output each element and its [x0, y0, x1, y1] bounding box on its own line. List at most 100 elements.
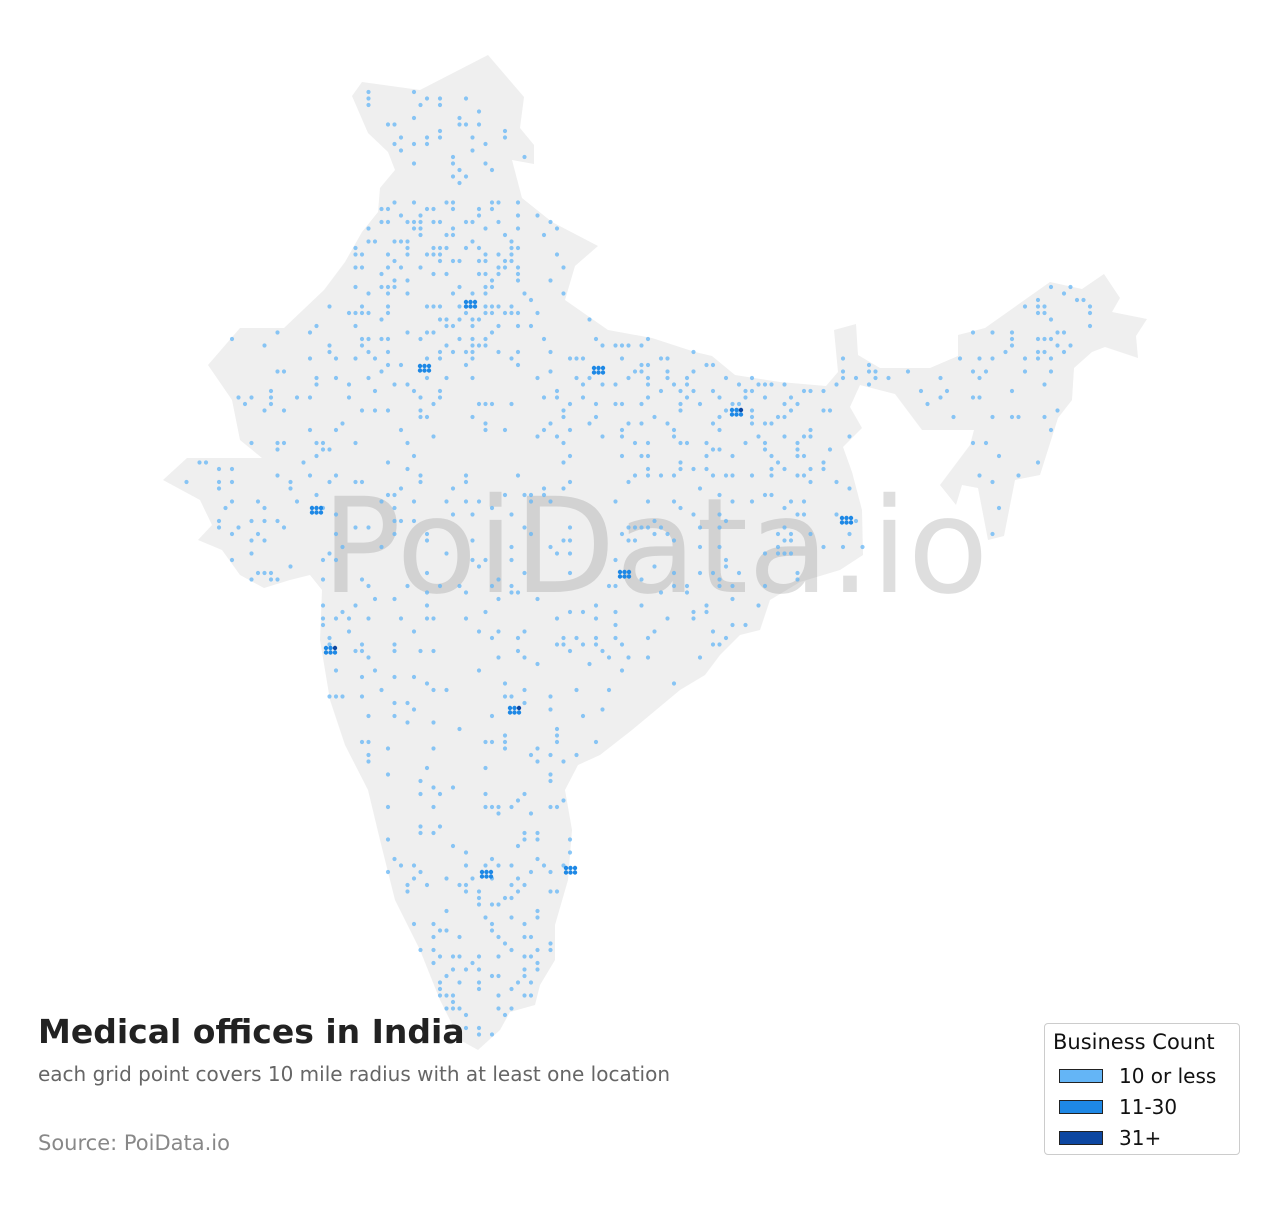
grid-point [684, 440, 690, 446]
grid-point [483, 739, 488, 745]
grid-point [444, 973, 449, 979]
grid-point [736, 401, 742, 407]
watermark: PoiData.io [322, 470, 989, 624]
grid-point [366, 752, 371, 758]
grid-point [496, 973, 501, 979]
grid-point [710, 642, 716, 647]
grid-point [522, 934, 527, 940]
grid-point [944, 388, 950, 394]
grid-point [359, 252, 365, 257]
grid-point [372, 239, 378, 244]
grid-point [450, 154, 456, 160]
grid-point [366, 102, 371, 108]
grid-point-dense [563, 865, 569, 871]
grid-point [645, 453, 651, 459]
grid-point [385, 291, 391, 296]
grid-point [704, 466, 709, 472]
grid-point [496, 323, 501, 329]
grid-point [444, 1006, 449, 1011]
grid-point [665, 616, 670, 621]
grid-point [450, 954, 456, 959]
grid-point [801, 388, 807, 394]
grid-point [405, 278, 410, 283]
grid-point [678, 440, 683, 446]
grid-point [775, 414, 781, 420]
grid-point [470, 323, 475, 329]
grid-point [528, 531, 534, 537]
grid-point [424, 304, 430, 309]
grid-point [665, 369, 670, 374]
grid-point [366, 226, 371, 231]
grid-point [385, 408, 391, 413]
grid-point [522, 154, 527, 160]
grid-point [567, 570, 573, 576]
grid-point [307, 473, 313, 478]
grid-point [405, 720, 410, 725]
grid-point [450, 200, 456, 205]
grid-point [320, 447, 326, 452]
grid-point [411, 200, 417, 205]
grid-point [275, 330, 280, 335]
grid-point [353, 440, 358, 446]
grid-point [281, 408, 287, 413]
grid-point [340, 421, 345, 426]
grid-point [840, 369, 846, 374]
grid-point [366, 375, 371, 381]
grid-point [431, 434, 436, 439]
grid-point [704, 603, 709, 608]
grid-point [860, 544, 865, 550]
grid-point [502, 694, 508, 699]
grid-point [600, 434, 605, 439]
grid-point [554, 434, 560, 439]
grid-point [515, 889, 521, 894]
grid-point [821, 466, 826, 472]
grid-point [762, 583, 768, 589]
grid-point [385, 869, 391, 875]
grid-point [379, 369, 384, 374]
grid-point [561, 642, 566, 647]
grid-point [509, 1006, 514, 1011]
grid-point [255, 570, 261, 576]
grid-point [788, 538, 794, 543]
grid-point [613, 622, 618, 628]
grid-point [613, 499, 618, 504]
grid-point [853, 518, 859, 524]
grid-point [411, 674, 417, 680]
grid-point [437, 791, 443, 797]
grid-point [489, 1032, 495, 1037]
grid-point [437, 954, 443, 959]
grid-point [333, 557, 339, 563]
grid-point [782, 434, 787, 439]
grid-point [418, 791, 423, 797]
grid-point [411, 921, 417, 927]
grid-point [548, 778, 553, 784]
grid-point [463, 479, 469, 485]
grid-point [756, 382, 761, 387]
grid-point [405, 239, 410, 244]
grid-point [684, 395, 690, 400]
grid-point [418, 824, 423, 829]
grid-point [645, 525, 651, 530]
grid-point [866, 362, 872, 368]
grid-point [463, 889, 469, 894]
grid-point [795, 447, 800, 452]
grid-point [463, 616, 469, 621]
grid-point [398, 213, 404, 218]
grid-point [372, 388, 378, 394]
grid-point [476, 889, 482, 894]
grid-point [717, 414, 722, 420]
grid-point [808, 466, 813, 472]
grid-point [1035, 297, 1041, 303]
grid-point [717, 427, 722, 433]
grid-point [515, 349, 521, 355]
grid-point [476, 895, 482, 901]
grid-point [437, 583, 443, 589]
grid-point [398, 518, 404, 524]
grid-point [411, 388, 417, 394]
grid-point-dense [309, 510, 315, 515]
grid-point [509, 239, 514, 244]
legend-item-mid: 11-30 [1053, 1091, 1231, 1122]
grid-point [236, 395, 241, 400]
grid-point-dense [472, 304, 478, 309]
grid-point [665, 356, 670, 361]
